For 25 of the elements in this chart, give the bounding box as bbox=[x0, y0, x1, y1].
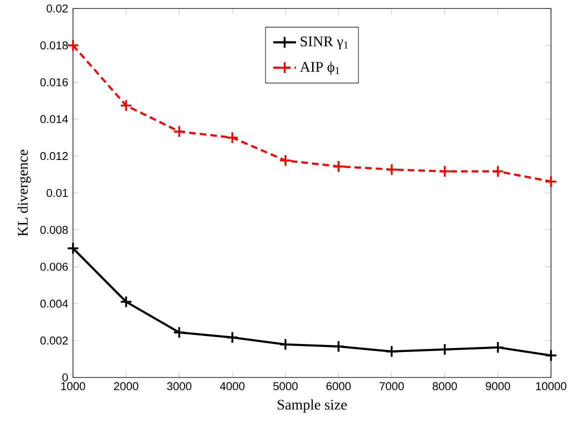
y-tick-label: 0.004 bbox=[40, 299, 68, 308]
x-tick-label: 6000 bbox=[326, 382, 351, 390]
y-tick-label: 0.008 bbox=[40, 226, 68, 234]
y-tick-label: 0.006 bbox=[40, 262, 68, 271]
x-tick-label: 1000 bbox=[61, 382, 86, 390]
y-tick-label: 0.012 bbox=[40, 152, 68, 160]
x-tick-label: 9000 bbox=[486, 382, 510, 390]
y-tick-label: 0.002 bbox=[40, 336, 68, 344]
x-axis-title: Sample size bbox=[278, 399, 347, 412]
y-tick-label: 0.01 bbox=[46, 188, 68, 197]
y-tick-label: 0.018 bbox=[40, 41, 68, 50]
y-tick-label: 0.016 bbox=[40, 78, 68, 86]
y-tick-label: 0.02 bbox=[46, 4, 68, 12]
x-tick-label: 5000 bbox=[273, 382, 298, 390]
legend-label: SINR γ$_{1}$ bbox=[300, 36, 348, 50]
y-tick-label: 0 bbox=[62, 373, 68, 382]
y-axis-title: KL divergence bbox=[17, 150, 31, 236]
x-tick-label: 2000 bbox=[114, 382, 138, 390]
x-tick-label: 3000 bbox=[167, 382, 192, 390]
x-tick-label: 4000 bbox=[220, 382, 244, 390]
x-tick-label: 8000 bbox=[432, 382, 457, 390]
x-tick-label: 10000 bbox=[536, 382, 566, 390]
y-tick-label: 0.014 bbox=[40, 114, 68, 123]
legend-label: AIP ϕ$_{1}$ bbox=[300, 61, 340, 75]
x-tick-label: 7000 bbox=[380, 382, 404, 390]
